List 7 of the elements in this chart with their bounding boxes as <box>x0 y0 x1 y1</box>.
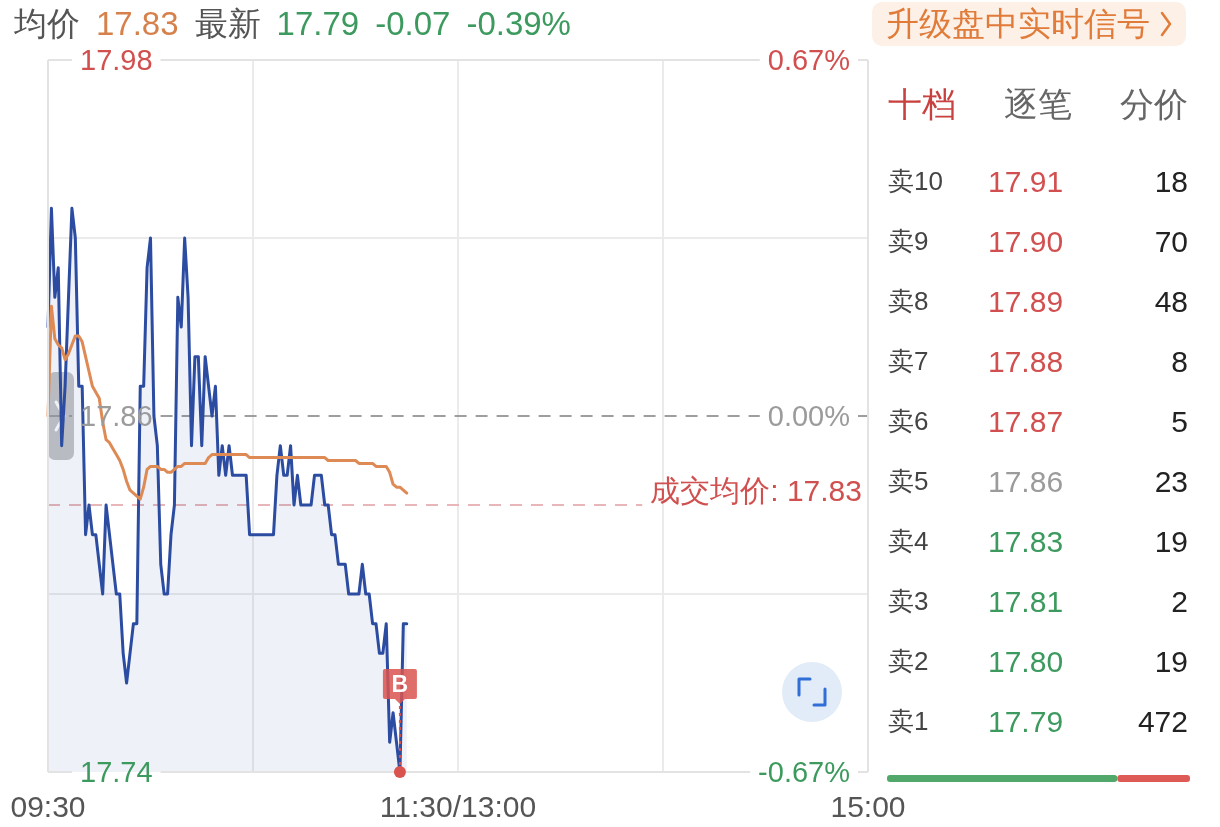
annotation: B <box>391 671 409 697</box>
annotation: 均价 <box>14 5 80 42</box>
annotation: -0.07 <box>375 5 451 42</box>
annotation: 最新 <box>194 5 261 42</box>
annotation: 17.83 <box>96 5 179 42</box>
annotation: 17.79 <box>276 5 360 42</box>
annotation: -0.39% <box>466 5 571 42</box>
